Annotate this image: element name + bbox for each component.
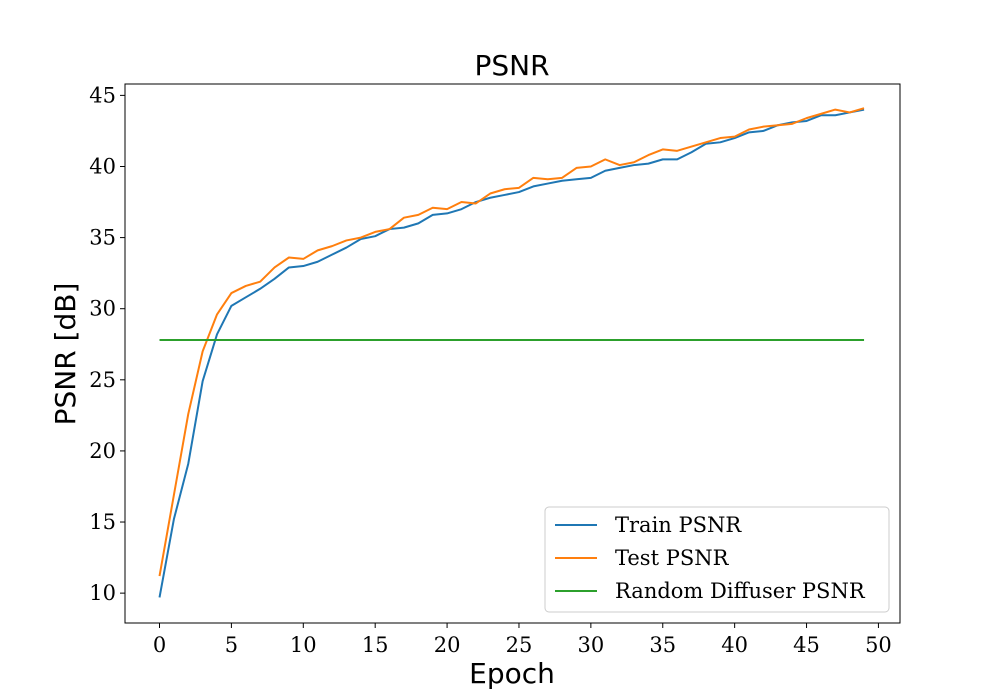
x-tick-label: 0	[153, 633, 166, 657]
y-tick-label: 30	[89, 297, 116, 321]
x-axis-label: Epoch	[469, 657, 555, 690]
y-axis: 10 15 20 25 30 35 40 45	[89, 83, 125, 605]
x-tick-label: 15	[362, 633, 389, 657]
legend-label-2: Random Diffuser PSNR	[615, 579, 866, 603]
y-tick-label: 25	[89, 368, 116, 392]
x-tick-label: 40	[721, 633, 748, 657]
x-tick-label: 5	[225, 633, 238, 657]
series-line-0	[158, 108, 865, 598]
y-tick-label: 40	[89, 154, 116, 178]
y-tick-label: 35	[89, 226, 116, 250]
y-tick-label: 45	[89, 83, 116, 107]
y-tick-label: 10	[89, 581, 116, 605]
x-tick-label: 30	[577, 633, 604, 657]
legend: Train PSNR Test PSNR Random Diffuser PSNR	[544, 506, 890, 613]
axes-frame	[124, 83, 901, 624]
legend-box	[544, 506, 890, 613]
plot-area	[158, 107, 865, 598]
x-tick-label: 10	[290, 633, 317, 657]
legend-label-0: Train PSNR	[615, 513, 742, 537]
x-tick-label: 20	[434, 633, 461, 657]
legend-label-1: Test PSNR	[615, 546, 730, 570]
series-line-1	[158, 107, 865, 577]
x-tick-label: 45	[793, 633, 820, 657]
x-tick-label: 35	[649, 633, 676, 657]
y-axis-label: PSNR [dB]	[49, 283, 82, 426]
y-tick-label: 15	[89, 510, 116, 534]
x-tick-label: 50	[865, 633, 892, 657]
y-tick-label: 20	[89, 439, 116, 463]
x-tick-label: 25	[506, 633, 533, 657]
chart-title: PSNR	[474, 49, 549, 82]
x-axis: 0 5 10 15 20 25 30 35 40 45 50	[153, 623, 892, 657]
